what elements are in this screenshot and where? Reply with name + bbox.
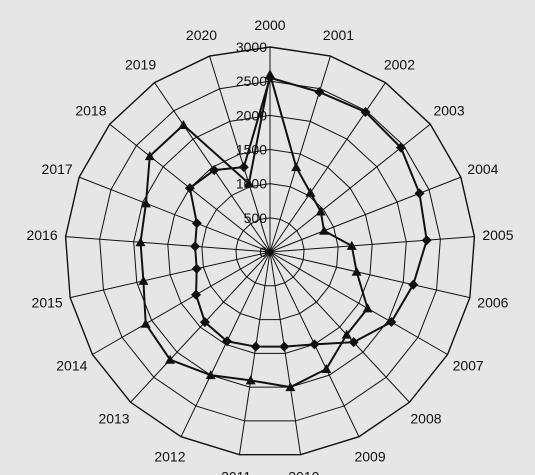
series-2-point-2013 [165, 354, 176, 364]
series-2-point-2005 [346, 240, 357, 250]
series-2-point-2014 [140, 318, 151, 328]
spoke-2016 [65, 236, 271, 253]
category-label-2000: 2000 [254, 17, 285, 33]
series-2-point-2002 [305, 187, 316, 197]
category-label-2005: 2005 [482, 227, 513, 243]
series-2-point-2012 [205, 370, 216, 380]
spoke-2017 [78, 176, 271, 253]
series-2-point-2009 [321, 363, 332, 373]
category-label-2013: 2013 [98, 410, 129, 426]
category-label-2019: 2019 [125, 56, 156, 72]
series-1-point-2006 [408, 279, 419, 290]
spoke-2008 [269, 251, 410, 403]
category-label-2007: 2007 [453, 358, 484, 374]
category-label-2001: 2001 [323, 27, 354, 43]
series-2-point-2015 [138, 275, 149, 285]
tick-label-0: 0 [259, 244, 267, 260]
grid-ring-2500 [99, 80, 441, 422]
category-label-2008: 2008 [410, 410, 441, 426]
series-1-point-2008 [348, 337, 359, 348]
series-1-point-2009 [309, 339, 320, 350]
series-2-point-2001 [291, 162, 302, 172]
category-label-2020: 2020 [186, 27, 217, 43]
series-1-line [188, 76, 428, 348]
category-label-2006: 2006 [477, 295, 508, 311]
series-2-point-2010 [285, 382, 296, 392]
series-2-point-2017 [140, 198, 151, 208]
grid-ring-2000 [133, 114, 407, 388]
series-1-point-2003 [395, 142, 406, 153]
series-2-point-2011 [245, 375, 256, 385]
series-2-point-2006 [351, 266, 362, 276]
series-1-point-2004 [414, 188, 425, 199]
tick-label-1500: 1500 [236, 142, 267, 158]
category-label-2010: 2010 [288, 468, 319, 475]
series-1-point-2016 [190, 241, 201, 252]
spoke-2014 [92, 251, 271, 355]
category-label-2009: 2009 [354, 449, 385, 465]
series-1-point-2018 [184, 183, 195, 194]
series-2-point-2019 [178, 119, 189, 129]
spoke-2006 [269, 251, 470, 299]
category-label-2012: 2012 [154, 449, 185, 465]
category-label-2014: 2014 [56, 358, 87, 374]
category-label-2017: 2017 [42, 161, 73, 177]
radial-tick-labels: 0 500 1000 1500 2000 2500 3000 [236, 39, 267, 260]
series-1-point-2019 [209, 165, 220, 176]
category-label-2011: 2011 [221, 468, 251, 475]
spoke-2005 [269, 236, 475, 253]
series-2-point-2020 [243, 178, 254, 188]
series-1-point-2013 [199, 317, 210, 328]
grid-ring-500 [235, 217, 305, 287]
series-1-point-2007 [386, 317, 397, 328]
category-label-2016: 2016 [26, 227, 57, 243]
spoke-2015 [70, 251, 271, 299]
series-layer [135, 69, 432, 392]
series-2-point-2016 [135, 237, 146, 247]
series-2-point-2000 [265, 69, 275, 79]
spoke-2020 [209, 55, 271, 253]
spoke-2007 [269, 251, 448, 355]
tick-label-3000: 3000 [236, 39, 267, 55]
grid-ring-3000 [64, 46, 476, 456]
series-2-point-2018 [144, 151, 155, 161]
series-1-point-2020 [238, 162, 249, 173]
series-1-point-2015 [191, 263, 202, 274]
series-2-point-2007 [362, 303, 373, 313]
spoke-2004 [269, 176, 462, 253]
spoke-2010 [269, 251, 302, 455]
tick-label-2000: 2000 [236, 107, 267, 123]
grid-ring-1500 [167, 148, 373, 354]
series-2-point-2003 [315, 206, 326, 216]
series-1-point-2002 [360, 106, 371, 117]
series-2-point-2004 [319, 225, 330, 235]
series-2-line [139, 74, 369, 389]
tick-label-500: 500 [244, 210, 268, 226]
category-label-2002: 2002 [384, 56, 415, 72]
series-1-point-2001 [314, 87, 325, 98]
category-label-2018: 2018 [75, 102, 106, 118]
spoke-2013 [130, 251, 271, 403]
category-label-2004: 2004 [467, 161, 498, 177]
tick-label-2500: 2500 [236, 73, 267, 89]
spoke-2011 [238, 251, 271, 455]
series-1-point-2010 [279, 341, 290, 352]
series-1-point-2012 [222, 336, 233, 347]
category-label-2015: 2015 [32, 295, 63, 311]
grid-ring-1000 [201, 183, 339, 321]
series-1-point-2017 [191, 218, 202, 229]
series-1-point-2005 [421, 235, 432, 246]
series-1-point-2014 [191, 289, 202, 300]
tick-label-1000: 1000 [236, 176, 267, 192]
category-axis-labels: 2000 2001 2002 2003 2004 2005 2006 2007 2008 2009… [26, 17, 513, 475]
series-1-point-2011 [250, 341, 261, 352]
category-label-2003: 2003 [433, 102, 464, 118]
series-2-point-2008 [341, 329, 352, 339]
radar-grid [64, 46, 476, 456]
